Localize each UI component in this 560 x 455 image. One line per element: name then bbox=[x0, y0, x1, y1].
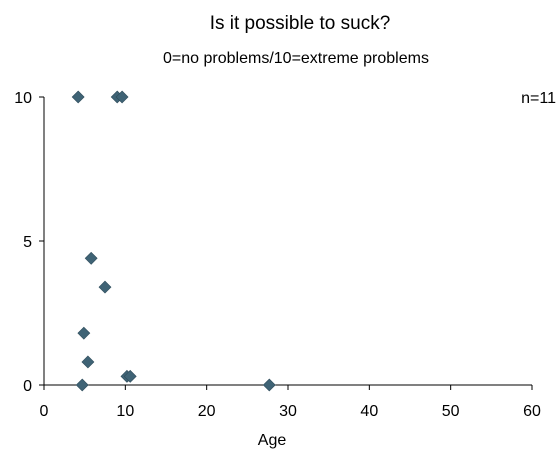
sample-size-annotation: n=11 bbox=[521, 90, 556, 107]
data-point-marker bbox=[262, 378, 276, 392]
x-tick-label: 30 bbox=[279, 403, 297, 420]
x-tick-label: 40 bbox=[360, 403, 378, 420]
y-axis-ticks: 0 5 10 bbox=[14, 90, 44, 395]
x-tick-label: 50 bbox=[442, 403, 460, 420]
x-tick-label: 0 bbox=[40, 403, 49, 420]
data-point-marker bbox=[98, 280, 112, 294]
x-axis-label: Age bbox=[258, 432, 287, 449]
y-tick-label: 5 bbox=[23, 234, 32, 251]
chart-subtitle: 0=no problems/10=extreme problems bbox=[163, 50, 429, 67]
data-points bbox=[71, 90, 276, 392]
data-point-marker bbox=[71, 90, 85, 104]
x-axis-ticks: 0 10 20 30 40 50 60 bbox=[40, 385, 541, 420]
y-tick-label: 0 bbox=[23, 378, 32, 395]
x-tick-label: 20 bbox=[198, 403, 216, 420]
chart-title: Is it possible to suck? bbox=[210, 13, 391, 34]
data-point-marker bbox=[84, 251, 98, 265]
x-tick-label: 60 bbox=[523, 403, 541, 420]
data-point-marker bbox=[75, 378, 89, 392]
data-point-marker bbox=[123, 369, 137, 383]
x-tick-label: 10 bbox=[116, 403, 134, 420]
data-point-marker bbox=[81, 355, 95, 369]
data-point-marker bbox=[77, 326, 91, 340]
y-tick-label: 10 bbox=[14, 90, 32, 107]
data-point-marker bbox=[115, 90, 129, 104]
